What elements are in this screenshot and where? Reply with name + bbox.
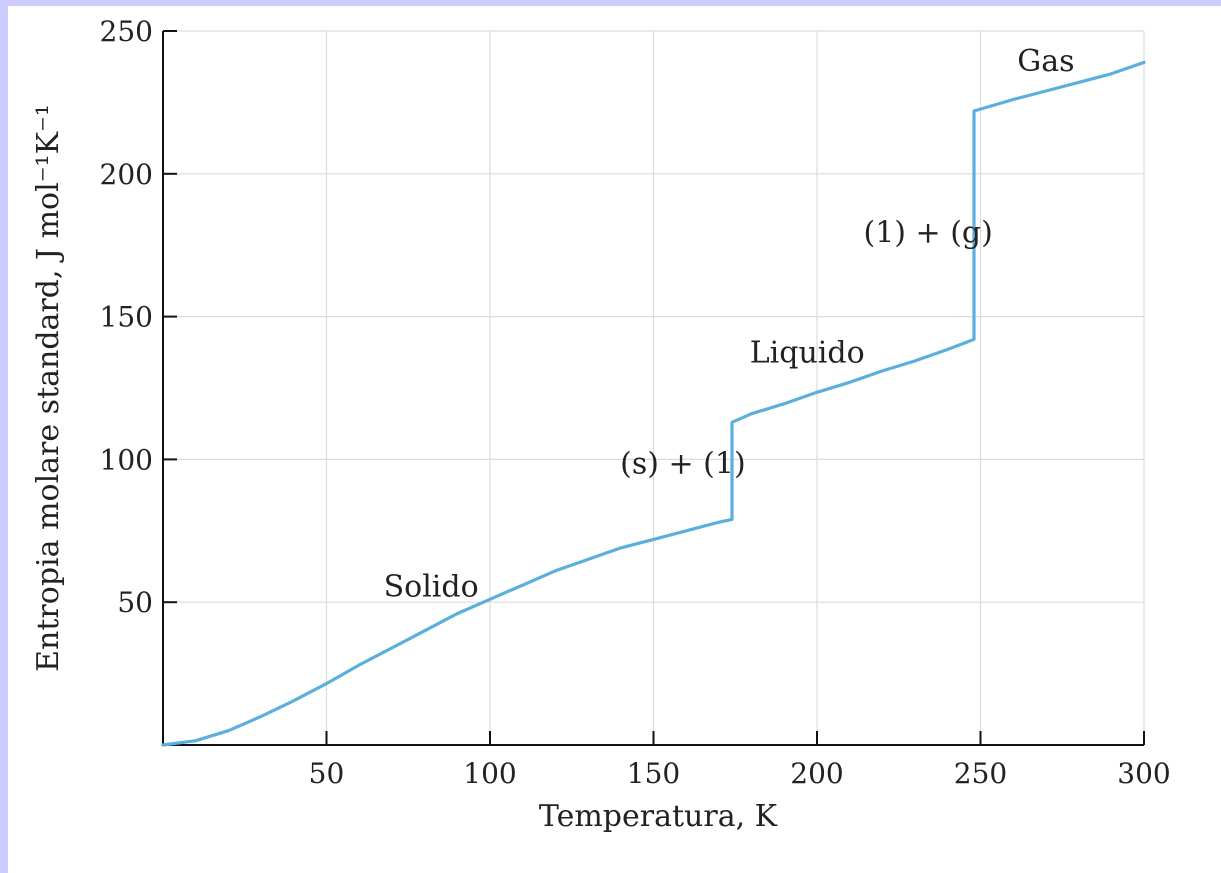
annotation-2: Liquido (750, 335, 865, 370)
x-tick-label-150: 150 (627, 757, 680, 790)
y-tick-label-150: 150 (100, 301, 153, 334)
y-tick-label-50: 50 (117, 586, 153, 619)
annotation-4: Gas (1017, 44, 1074, 79)
x-tick-label-300: 300 (1117, 757, 1170, 790)
annotation-0: Solido (384, 569, 479, 604)
annotation-1: (s) + (1) (620, 447, 746, 482)
series-line-0 (161, 60, 1146, 747)
y-axis-title: Entropia molare standard, J mol⁻¹K⁻¹ (31, 104, 66, 672)
ticks: 50 100 150 200 250 300 50 100 150 200 250 (100, 15, 1171, 790)
x-tick-label-200: 200 (790, 757, 843, 790)
y-tick-label-200: 200 (100, 158, 153, 191)
chart-frame (8, 6, 1221, 873)
y-tick-label-250: 250 (100, 15, 153, 48)
x-tick-label-250: 250 (954, 757, 1007, 790)
grid (163, 30, 1145, 745)
annotation-3: (1) + (g) (864, 215, 993, 250)
y-tick-label-100: 100 (100, 443, 153, 476)
x-axis-title: Temperatura, K (539, 799, 778, 834)
x-tick-label-100: 100 (463, 757, 516, 790)
series-group (161, 60, 1146, 747)
annotations: Solido (s) + (1) Liquido (1) + (g) Gas (384, 44, 1075, 605)
x-tick-label-50: 50 (309, 757, 345, 790)
